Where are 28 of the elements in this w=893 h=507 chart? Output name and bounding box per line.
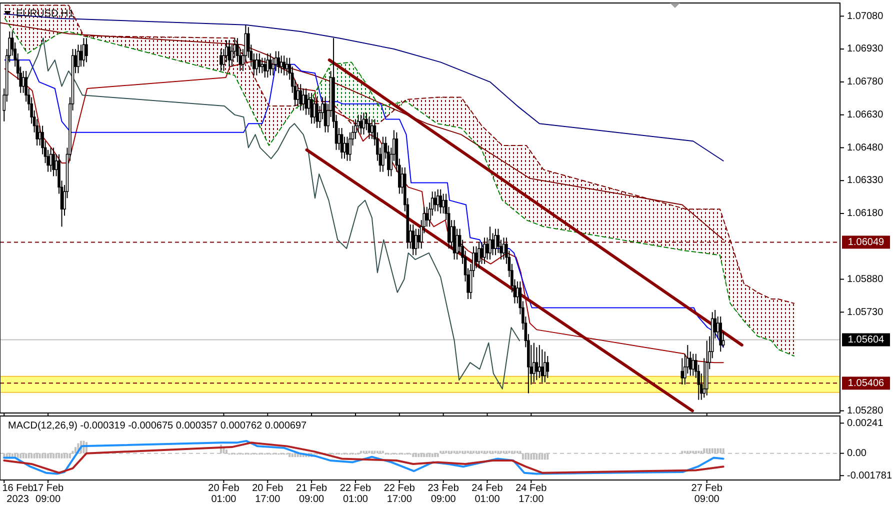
text: MACD(12,26,9) -0.000319 -0.000675 0.000357 0.000762 0.000697 bbox=[8, 420, 308, 432]
y-tick-label: 0.00 bbox=[847, 448, 867, 459]
y-tick-label: 1.06480 bbox=[847, 142, 884, 154]
ref-line-label: 1.06049 bbox=[848, 236, 885, 248]
y-tick-label: 1.06180 bbox=[847, 208, 884, 220]
y-tick-label: 1.06630 bbox=[847, 109, 884, 120]
y-tick-label: 1.05730 bbox=[847, 306, 884, 318]
y-tick-label: 1.06930 bbox=[847, 44, 884, 55]
y-tick-label: 1.07080 bbox=[847, 10, 884, 22]
x-tick-label: 24 Feb 17:00 bbox=[516, 483, 548, 505]
y-tick-label: 0.00241 bbox=[847, 418, 884, 429]
y-tick-label: 1.06330 bbox=[847, 175, 884, 186]
x-tick-label: 22 Feb 01:00 bbox=[340, 483, 372, 505]
x-tick-label: 16 Feb 2023 bbox=[2, 483, 34, 505]
x-tick-label: 17 Feb 09:00 bbox=[32, 483, 64, 505]
x-tick-label: 24 Feb 01:00 bbox=[472, 483, 504, 505]
x-tick-label: 27 Feb 09:00 bbox=[691, 483, 723, 505]
ref-line-label: 1.05406 bbox=[848, 378, 885, 389]
y-tick-label: 1.05280 bbox=[847, 405, 884, 416]
ref-line-label: 1.05604 bbox=[848, 334, 885, 346]
x-tick-label: 20 Feb 01:00 bbox=[208, 483, 240, 505]
y-tick-label: 1.05880 bbox=[847, 274, 884, 285]
x-tick-label: 23 Feb 09:00 bbox=[428, 483, 460, 505]
y-tick-label: -0.001781 bbox=[847, 470, 892, 482]
x-tick-label: 20 Feb 17:00 bbox=[252, 483, 284, 505]
x-tick-label: 21 Feb 09:00 bbox=[296, 483, 328, 505]
y-tick-label: 1.06780 bbox=[847, 76, 884, 88]
x-tick-label: 22 Feb 17:00 bbox=[384, 483, 416, 505]
